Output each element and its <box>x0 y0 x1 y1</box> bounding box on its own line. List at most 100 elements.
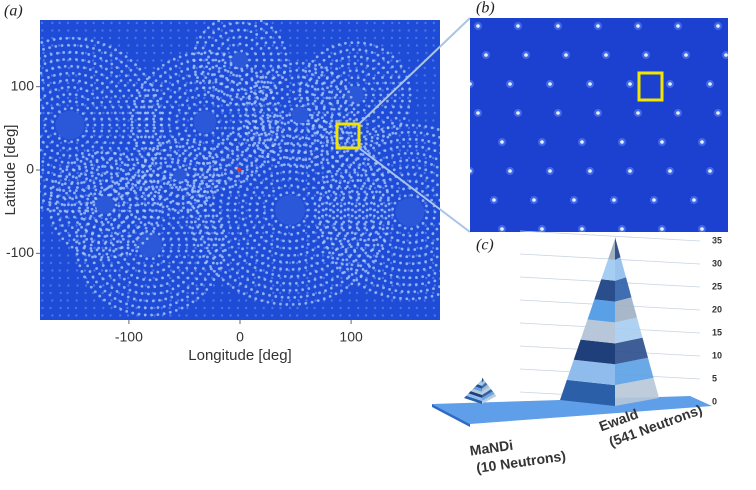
spot <box>264 209 266 211</box>
spot <box>27 71 30 74</box>
spot <box>131 127 134 130</box>
spot <box>246 139 249 142</box>
spot <box>226 94 229 97</box>
spot <box>357 228 360 231</box>
spot <box>421 139 424 142</box>
spot <box>51 140 54 143</box>
spot <box>118 202 120 204</box>
spot <box>279 29 281 31</box>
spot <box>255 314 257 316</box>
spot <box>457 187 460 190</box>
spot <box>328 55 331 58</box>
spot <box>355 279 358 282</box>
spot <box>372 94 375 97</box>
spot <box>288 187 290 189</box>
spot <box>323 97 325 99</box>
spot <box>194 73 197 76</box>
spot <box>323 29 325 31</box>
spot <box>384 142 387 145</box>
spot <box>167 154 170 157</box>
spot <box>417 292 419 294</box>
spot <box>245 202 247 204</box>
spot <box>200 283 203 286</box>
spot <box>332 45 335 48</box>
spot <box>413 173 416 176</box>
spot <box>348 22 350 24</box>
spot <box>248 154 251 157</box>
spot <box>115 130 118 133</box>
spot <box>107 214 110 217</box>
spot <box>412 255 415 258</box>
spot <box>75 51 78 54</box>
spot <box>222 139 225 142</box>
spot <box>330 62 333 65</box>
spot <box>276 288 279 291</box>
spot <box>153 277 155 279</box>
spot <box>178 44 180 46</box>
spot <box>152 97 154 99</box>
spot <box>355 118 358 121</box>
spot <box>107 186 110 189</box>
spot <box>289 282 292 285</box>
spot <box>353 184 356 187</box>
spot <box>32 60 35 63</box>
spot <box>160 84 163 87</box>
spot <box>163 135 166 138</box>
spot <box>329 122 332 125</box>
spot <box>305 52 307 54</box>
spot <box>452 193 455 196</box>
spot <box>127 119 129 121</box>
spot <box>85 187 87 189</box>
spot <box>255 254 257 256</box>
spot <box>390 76 393 79</box>
spot <box>391 164 393 166</box>
spot <box>467 245 470 248</box>
spot <box>305 29 307 31</box>
spot <box>157 263 160 266</box>
spot <box>101 91 104 94</box>
spot <box>279 267 282 270</box>
spot <box>226 209 229 212</box>
spot <box>101 269 103 271</box>
spot <box>345 258 348 261</box>
spot <box>182 77 185 80</box>
spot <box>318 199 321 202</box>
spot <box>373 22 375 24</box>
spot <box>213 278 216 281</box>
spot <box>246 242 249 245</box>
spot <box>82 252 85 255</box>
spot <box>100 221 103 224</box>
spot <box>371 100 374 103</box>
spot <box>457 234 460 237</box>
spot <box>216 262 219 265</box>
spot <box>308 137 311 140</box>
spot <box>92 149 94 151</box>
spot <box>379 222 382 225</box>
spot <box>339 134 341 136</box>
spot <box>311 301 314 304</box>
spot <box>130 178 133 181</box>
spot <box>409 145 412 148</box>
spot <box>425 292 427 294</box>
spot <box>135 144 138 147</box>
spot <box>177 284 180 287</box>
spot <box>279 224 282 227</box>
spot <box>301 245 304 248</box>
spot <box>365 138 368 141</box>
spot <box>206 191 209 194</box>
spot <box>325 246 328 249</box>
spot <box>351 203 354 206</box>
spot <box>162 219 165 222</box>
spot <box>369 289 372 292</box>
spot <box>29 127 32 130</box>
spot <box>341 263 344 266</box>
spot <box>141 155 144 158</box>
spot <box>179 186 182 189</box>
spot <box>83 276 86 279</box>
spot <box>380 128 383 131</box>
spot <box>391 29 393 31</box>
spot <box>106 282 109 285</box>
spot <box>172 270 175 273</box>
spot <box>75 176 78 179</box>
spot <box>421 146 424 149</box>
